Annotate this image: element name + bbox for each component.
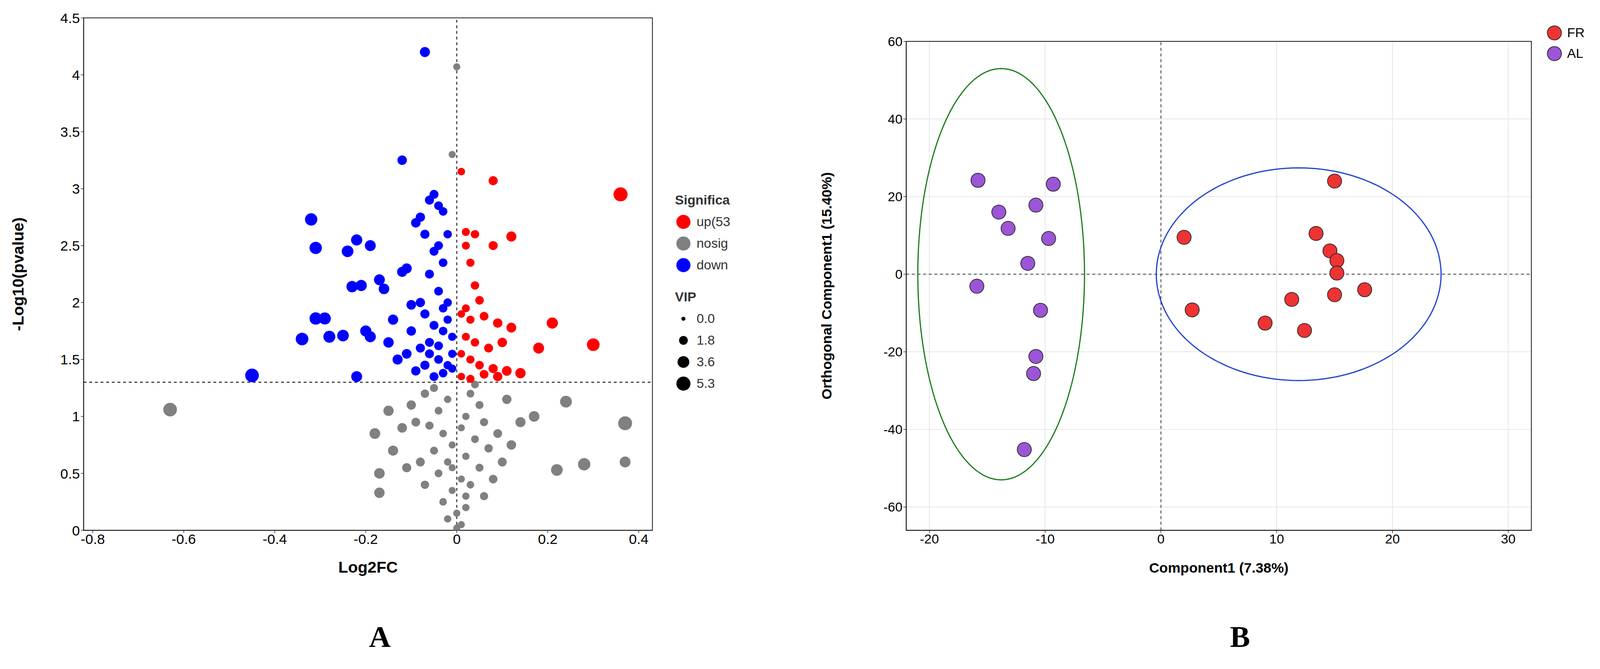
svg-text:-0.6: -0.6 <box>171 531 197 547</box>
svg-text:0: 0 <box>71 522 80 539</box>
html-text:FR: FR <box>1567 25 1585 40</box>
svg-text:2: 2 <box>71 294 80 311</box>
svg-text:30: 30 <box>1500 531 1516 547</box>
html-text:A: A <box>368 619 391 654</box>
svg-text:20: 20 <box>1385 531 1400 547</box>
svg-text:0.2: 0.2 <box>538 531 558 547</box>
svg-text:4: 4 <box>71 67 80 83</box>
svg-text:0.4: 0.4 <box>628 531 649 547</box>
svg-text:3: 3 <box>71 180 80 197</box>
html-text:up(53: up(53 <box>696 214 731 229</box>
svg-text:0: 0 <box>894 266 903 282</box>
svg-text:-60: -60 <box>883 499 903 515</box>
svg-text:-40: -40 <box>883 422 903 437</box>
svg-text:40: 40 <box>887 111 903 127</box>
svg-text:2.5: 2.5 <box>60 237 80 254</box>
svg-text:-0.8: -0.8 <box>80 531 106 547</box>
svg-text:20: 20 <box>887 189 903 204</box>
svg-text:1.5: 1.5 <box>60 351 80 368</box>
html-text:1.8: 1.8 <box>696 332 715 348</box>
svg-text:60: 60 <box>887 34 903 49</box>
svg-text:Component1 (7.38%): Component1 (7.38%) <box>1149 559 1289 576</box>
svg-text:4.5: 4.5 <box>60 10 80 26</box>
html-text:3.6: 3.6 <box>696 354 715 369</box>
html-text:0.0: 0.0 <box>696 311 715 326</box>
svg-text:3.5: 3.5 <box>60 124 80 140</box>
svg-text:1: 1 <box>71 408 80 424</box>
svg-text:-0.4: -0.4 <box>262 531 288 547</box>
html-text:down: down <box>696 257 729 273</box>
html-text:nosig: nosig <box>696 235 729 251</box>
svg-text:-10: -10 <box>1035 531 1055 547</box>
svg-text:-0.2: -0.2 <box>353 531 378 547</box>
html-text:VIP: VIP <box>674 289 697 305</box>
html-text:Significa: Significa <box>674 192 730 208</box>
svg-text:0.5: 0.5 <box>60 465 80 482</box>
svg-text:-Log10(pvalue): -Log10(pvalue) <box>8 217 27 331</box>
html-text:AL: AL <box>1567 46 1584 61</box>
svg-text:-20: -20 <box>883 344 903 360</box>
svg-text:Log2FC: Log2FC <box>338 557 399 576</box>
svg-text:-20: -20 <box>919 531 939 547</box>
svg-text:0: 0 <box>452 531 461 547</box>
html-text:5.3: 5.3 <box>696 376 715 391</box>
svg-text:0: 0 <box>1157 531 1165 547</box>
html-text:B: B <box>1229 619 1250 654</box>
svg-text:Orthogonal Component1 (15.40%): Orthogonal Component1 (15.40%) <box>818 172 835 400</box>
svg-text:10: 10 <box>1269 531 1285 547</box>
